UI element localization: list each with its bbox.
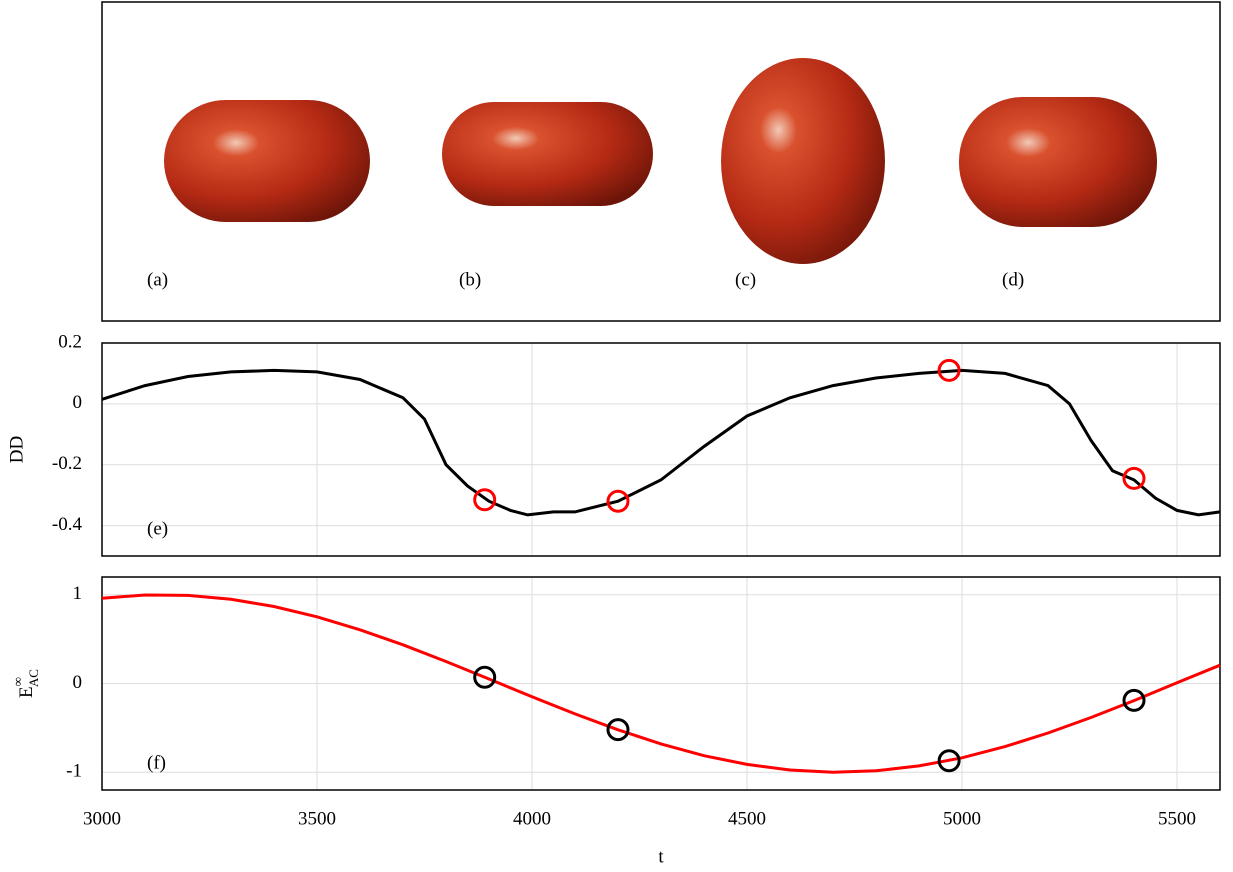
x-tick-label: 5500 <box>1158 808 1196 829</box>
cell-shape <box>959 97 1157 227</box>
marker <box>606 718 630 742</box>
x-tick-label: 4000 <box>513 808 551 829</box>
panel-label: (b) <box>459 269 481 290</box>
y-tick-label: 0.2 <box>58 331 82 352</box>
shape-panel <box>101 1 1221 322</box>
x-tick-label: 5000 <box>943 808 981 829</box>
y-tick-label: 1 <box>73 583 83 604</box>
marker <box>1122 688 1146 712</box>
y-tick-label: -1 <box>66 761 82 782</box>
y-label-base: E <box>16 686 37 698</box>
marker <box>606 489 630 513</box>
y-axis-label: E∞AC <box>10 669 41 698</box>
marker <box>937 749 961 773</box>
x-tick-label: 4500 <box>728 808 766 829</box>
x-axis-label: t <box>658 846 664 867</box>
plot-frame <box>101 576 1221 791</box>
y-tick-label: 0 <box>73 672 83 693</box>
y-label-sub: AC <box>26 669 41 687</box>
marker <box>473 665 497 689</box>
data-line <box>101 593 1221 774</box>
panel-annotation: (f) <box>147 752 166 773</box>
data-line <box>101 368 1221 517</box>
marker <box>1122 466 1146 490</box>
panel-annotation: (e) <box>147 518 168 539</box>
marker <box>473 488 497 512</box>
y-tick-label: 0 <box>73 392 83 413</box>
plot-frame <box>101 342 1221 557</box>
marker <box>937 358 961 382</box>
y-axis-label: DD <box>6 436 27 463</box>
cell-shape <box>442 102 653 206</box>
x-tick-label: 3000 <box>83 808 121 829</box>
panel-label: (d) <box>1002 269 1024 290</box>
panel-label: (c) <box>735 269 756 290</box>
y-tick-label: -0.4 <box>52 514 83 535</box>
panel-label: (a) <box>147 269 168 290</box>
y-label-sup: ∞ <box>10 677 25 686</box>
cell-shape <box>164 100 370 222</box>
x-tick-label: 3500 <box>298 808 336 829</box>
cell-shape <box>721 58 885 264</box>
y-tick-label: -0.2 <box>52 453 82 474</box>
